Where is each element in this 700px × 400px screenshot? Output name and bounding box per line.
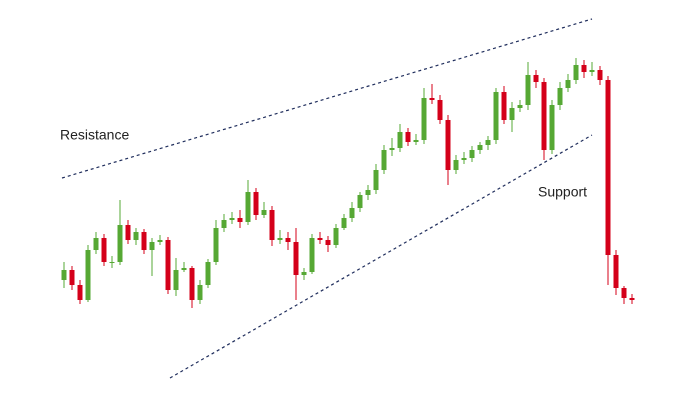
candle-body [373,170,379,190]
candle-body [541,82,547,150]
candle-body [333,228,339,245]
candle-body [229,218,235,220]
trend-label: Resistance [60,127,129,143]
candle-body [61,270,67,280]
candle-body [629,298,635,300]
candle-body [525,75,531,105]
candle-body [157,240,163,242]
candle-body [493,92,499,140]
candle-body [605,80,611,255]
candle-body [381,150,387,170]
trend-label: Support [538,184,587,200]
candle-body [365,190,371,195]
candle-body [589,70,595,72]
candle-body [149,242,155,250]
candle-body [485,140,491,145]
candle-body [269,210,275,240]
candle-body [221,220,227,228]
candle-body [565,80,571,88]
candle-body [445,120,451,170]
candle-body [205,262,211,285]
candle-body [533,75,539,82]
candle-body [461,158,467,160]
candle-body [341,218,347,228]
candle-body [245,192,251,222]
candle-body [501,92,507,120]
candle-body [517,105,523,108]
candle-body [253,192,259,215]
candle-body [549,105,555,150]
candle-body [613,255,619,288]
candle-body [557,88,563,105]
candle-body [189,268,195,300]
candle-body [469,150,475,158]
candle-body [101,238,107,262]
candle-body [277,238,283,240]
candle-body [293,242,299,275]
candle-body [621,288,627,298]
candle-body [453,160,459,170]
candle-body [317,238,323,240]
candle-body [213,228,219,262]
candle-body [437,100,443,120]
candle-body [477,145,483,150]
candle-body [573,65,579,80]
candle-body [125,225,131,240]
candle-body [349,208,355,218]
candle-body [309,238,315,272]
candle-body [597,70,603,80]
candle-body [85,250,91,300]
trend-line [61,18,593,179]
candle-body [301,272,307,275]
candle-body [173,270,179,290]
candle-body [197,285,203,300]
candle-body [413,140,419,142]
candle-body [429,98,435,100]
candle-body [581,65,587,72]
candle-body [117,225,123,262]
candle-body [165,240,171,290]
candle-body [77,285,83,300]
candle-body [141,232,147,250]
candle-body [405,132,411,142]
candle-body [93,238,99,250]
candle-body [69,270,75,285]
candle-body [357,195,363,208]
trend-line [169,134,593,379]
candle-body [421,98,427,140]
candle-body [285,238,291,242]
candle-body [133,232,139,240]
candle-body [109,262,115,263]
candle-body [325,240,331,245]
candle-body [261,210,267,215]
candle-body [509,108,515,120]
candle-body [237,218,243,222]
candle-body [181,268,187,270]
candle-body [389,148,395,150]
candle-body [397,132,403,148]
